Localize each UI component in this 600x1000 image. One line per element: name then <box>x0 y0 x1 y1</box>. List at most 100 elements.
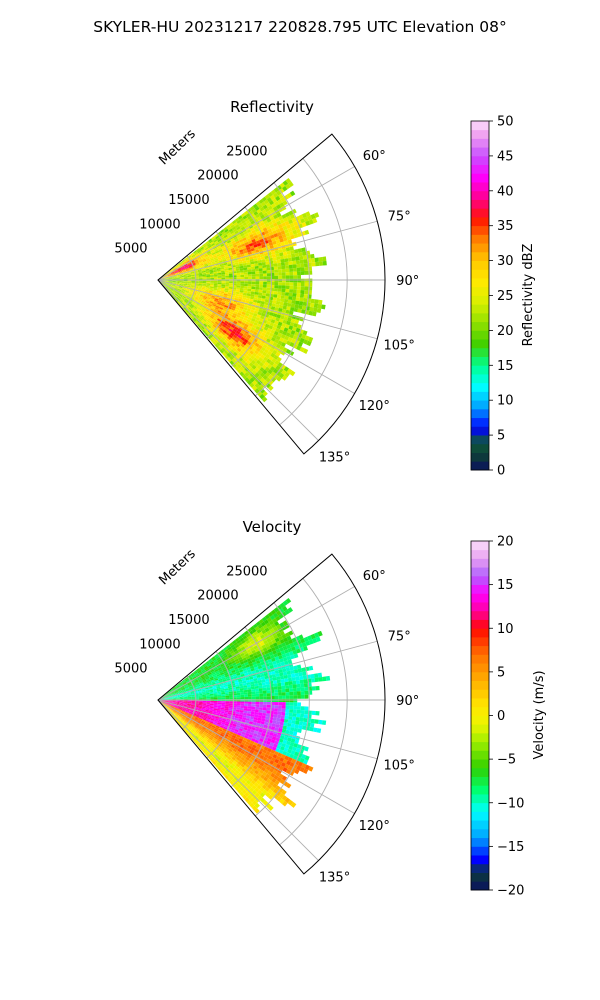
velocity-cell <box>280 682 286 686</box>
velocity-cell <box>266 758 271 763</box>
velocity-cell <box>221 730 226 734</box>
velocity-cell <box>206 694 211 696</box>
reflectivity-cell <box>265 345 271 351</box>
velocity-cell <box>253 741 258 747</box>
velocity-cell <box>244 661 249 666</box>
reflectivity-cell <box>230 224 235 229</box>
velocity-cell <box>166 706 170 710</box>
velocity-cell <box>254 626 260 631</box>
velocity-cell <box>181 689 186 692</box>
reflectivity-cell <box>215 296 220 300</box>
reflectivity-cell <box>233 244 238 248</box>
reflectivity-colorbar-label: Reflectivity dBZ <box>521 244 536 347</box>
velocity-cell <box>201 728 206 732</box>
reflectivity-cell <box>269 216 275 221</box>
reflectivity-cell <box>274 285 279 289</box>
reflectivity-cell <box>170 286 175 289</box>
reflectivity-cell <box>269 322 275 327</box>
velocity-cell <box>203 665 208 670</box>
reflectivity-cell <box>250 266 255 270</box>
reflectivity-cell <box>198 272 203 275</box>
velocity-cell <box>209 719 214 723</box>
reflectivity-cell <box>209 287 214 290</box>
reflectivity-cell <box>185 290 190 293</box>
velocity-cell <box>202 701 207 704</box>
reflectivity-cell <box>248 338 254 344</box>
reflectivity-cell <box>285 288 290 293</box>
reflectivity-cell <box>276 356 282 363</box>
reflectivity-cell <box>247 286 252 289</box>
velocity-cell <box>179 693 184 696</box>
reflectivity-cell <box>251 276 256 280</box>
velocity-cell <box>167 694 172 697</box>
reflectivity-cell <box>280 342 286 348</box>
velocity-cell <box>238 738 244 742</box>
reflectivity-cell <box>258 268 263 272</box>
velocity-cell <box>276 624 282 630</box>
reflectivity-cell <box>277 288 282 292</box>
velocity-cell <box>238 658 244 663</box>
reflectivity-cell <box>260 253 265 258</box>
reflectivity-cell <box>171 272 175 275</box>
velocity-cell <box>230 644 235 649</box>
velocity-cell <box>195 714 200 717</box>
velocity-cell <box>181 687 186 690</box>
velocity-cell <box>281 795 288 801</box>
velocity-cell <box>272 617 278 624</box>
reflectivity-cell <box>247 290 252 294</box>
reflectivity-cell <box>236 363 242 369</box>
velocity-cell <box>223 715 228 718</box>
reflectivity-cell <box>196 263 200 267</box>
reflectivity-cell <box>259 303 265 308</box>
reflectivity-cell <box>219 263 224 267</box>
velocity-cell <box>293 743 298 748</box>
velocity-cell <box>172 696 176 698</box>
reflectivity-cell <box>272 297 277 301</box>
velocity-cell <box>168 709 172 713</box>
velocity-cell <box>172 697 177 699</box>
velocity-cell <box>295 747 301 753</box>
reflectivity-cell <box>184 264 188 268</box>
reflectivity-cell <box>216 267 221 271</box>
velocity-cell <box>185 710 190 713</box>
velocity-cell <box>283 637 289 643</box>
reflectivity-colorbar-segment <box>471 443 489 453</box>
reflectivity-cell <box>289 310 294 315</box>
reflectivity-cell <box>252 215 257 221</box>
velocity-cell <box>282 750 288 756</box>
velocity-cell <box>247 745 253 750</box>
velocity-cell <box>258 712 263 716</box>
velocity-cell <box>190 693 195 696</box>
velocity-cell <box>253 719 258 723</box>
velocity-cell <box>263 632 269 638</box>
reflectivity-cell <box>167 274 172 277</box>
velocity-colorbar-tick-label: −15 <box>497 840 524 855</box>
velocity-cell <box>262 647 268 652</box>
velocity-cell <box>315 685 320 691</box>
reflectivity-cell <box>235 291 240 295</box>
reflectivity-cell <box>297 232 302 238</box>
reflectivity-cell <box>215 235 220 240</box>
reflectivity-cell <box>258 248 263 252</box>
velocity-cell <box>254 762 260 768</box>
velocity-cell <box>231 773 236 779</box>
reflectivity-colorbar-segment <box>471 321 489 331</box>
velocity-cell <box>200 713 205 716</box>
reflectivity-cell <box>166 271 170 275</box>
velocity-cell <box>263 724 268 729</box>
velocity-cell <box>260 766 266 772</box>
velocity-cell <box>240 750 245 755</box>
velocity-range-ring <box>206 651 235 759</box>
reflectivity-cell <box>282 237 288 242</box>
reflectivity-cell <box>250 261 255 265</box>
reflectivity-cell <box>167 283 172 286</box>
reflectivity-cell <box>299 337 305 344</box>
velocity-cell <box>226 772 232 778</box>
velocity-cell <box>264 642 270 648</box>
velocity-cell <box>270 772 276 778</box>
reflectivity-cell <box>208 290 213 293</box>
reflectivity-cell <box>257 385 263 392</box>
velocity-cell <box>251 760 257 766</box>
reflectivity-cell <box>174 270 178 273</box>
reflectivity-cell <box>264 230 269 235</box>
